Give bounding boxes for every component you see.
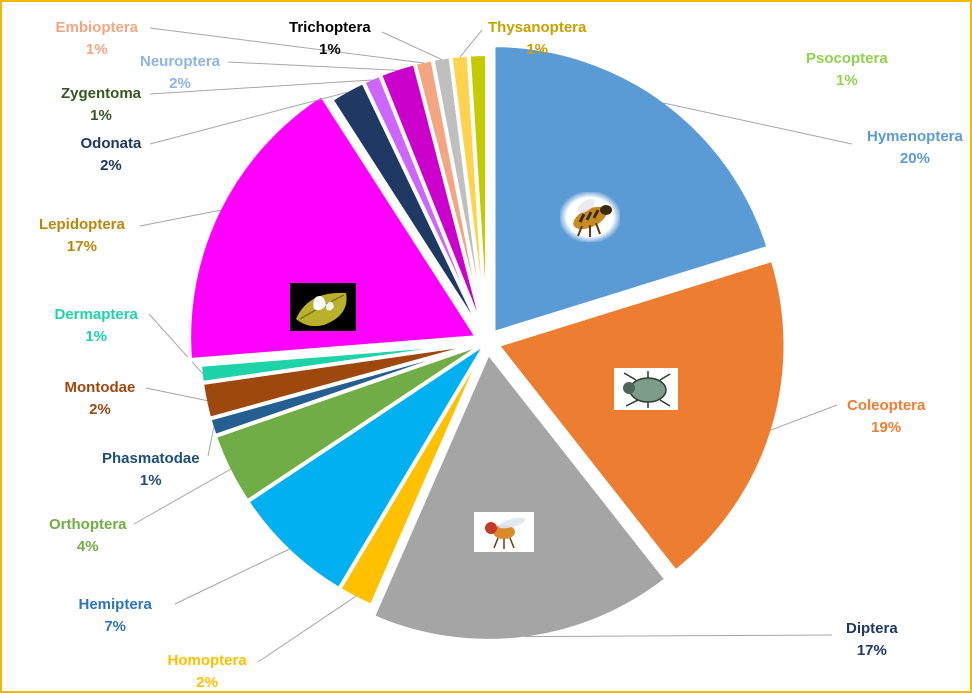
leader-line-homoptera [257,595,357,663]
slice-label-montodae: Montodae 2% [65,377,136,421]
pie-slice-hemiptera [244,340,489,592]
slice-label-name: Hymenoptera [867,128,963,145]
pie-slice-hymenoptera [491,43,772,336]
slice-label-value: 2% [169,75,191,92]
slice-label-name: Coleoptera [847,397,926,414]
slice-label-diptera: Diptera 17% [846,618,898,662]
leader-line-montodae [145,387,208,402]
leader-line-zygentoma [149,79,373,95]
slice-label-value: 7% [104,618,127,635]
slice-label-value: 1% [836,72,858,89]
pie-slice-coleoptera [494,257,788,575]
slice-label-name: Odonata [80,135,142,152]
slice-label-odonata: Odonata 2% [81,133,142,177]
pie-slice-lepidoptera [187,92,481,363]
slice-label-dermaptera: Dermaptera 1% [55,304,138,348]
leader-line-lepidoptera [139,209,221,227]
leader-line-hemiptera [174,548,290,605]
slice-label-zygentoma: Zygentoma 1% [61,83,141,127]
bee-icon [560,192,620,242]
leader-line-hymenoptera [662,102,853,145]
slice-label-trichoptera: Trichoptera 1% [289,17,371,61]
slice-label-value: 2% [89,401,111,418]
fruit-fly-icon [474,512,534,552]
slice-label-psocoptera: Psocoptera 1% [806,48,888,92]
leader-line-neuroptera [227,61,398,71]
slice-label-name: Montodae [64,379,136,396]
slice-label-hemiptera: Hemiptera 7% [79,594,152,638]
slice-label-phasmatodae: Phasmatodae 1% [102,448,200,492]
slice-label-value: 4% [76,538,99,555]
pie-slice-psocoptera [466,51,489,343]
leader-line-coleoptera [770,404,838,431]
slice-label-value: 1% [526,41,549,58]
slice-label-thysanoptera: Thysanoptera 1% [488,17,586,61]
slice-label-value: 20% [899,150,930,167]
slice-label-name: Psocoptera [806,50,888,67]
leader-line-orthoptera [133,468,231,525]
slice-label-name: Dermaptera [54,306,138,323]
slice-label-name: Trichoptera [289,19,371,36]
slice-label-name: Homoptera [167,652,247,669]
leader-line-thysanoptera [459,29,483,58]
leader-line-trichoptera [381,31,443,61]
slice-label-value: 1% [85,41,108,58]
slice-label-coleoptera: Coleoptera 19% [847,395,925,439]
slice-label-name: Embioptera [55,19,139,36]
leader-line-odonata [149,91,349,145]
slice-label-lepidoptera: Lepidoptera 17% [39,214,125,258]
slice-label-neuroptera: Neuroptera 2% [140,51,220,95]
leader-line-dermaptera [148,313,204,375]
pie-slice-dermaptera [197,340,488,386]
slice-label-value: 1% [90,107,112,124]
slice-label-value: 2% [196,674,218,691]
slice-label-hymenoptera: Hymenoptera 20% [867,126,963,170]
slice-label-name: Phasmatodae [102,450,200,467]
slice-label-embioptera: Embioptera 1% [56,17,139,61]
slice-label-value: 1% [139,472,162,489]
beetle-icon [614,368,678,410]
slice-label-value: 19% [871,419,902,436]
slice-label-name: Lepidoptera [39,216,125,233]
slice-label-value: 2% [100,157,122,174]
slice-label-name: Neuroptera [140,53,221,70]
slice-label-name: Zygentoma [61,85,142,102]
slice-label-value: 17% [66,238,97,255]
leader-line-phasmatodae [207,426,215,457]
slice-label-value: 1% [85,328,108,345]
slice-label-orthoptera: Orthoptera 4% [49,514,127,558]
slice-label-name: Thysanoptera [488,19,587,36]
leader-line-embioptera [149,27,425,64]
slice-label-name: Diptera [846,620,898,637]
leader-line-diptera [524,634,833,638]
butterfly-on-leaf-icon [290,283,356,331]
slice-label-value: 1% [319,41,341,58]
pie-slice-diptera [370,349,670,643]
slice-label-name: Hemiptera [78,596,152,613]
slice-label-name: Orthoptera [49,516,127,533]
slice-label-homoptera: Homoptera 2% [167,650,247,691]
slice-label-value: 17% [856,642,887,659]
